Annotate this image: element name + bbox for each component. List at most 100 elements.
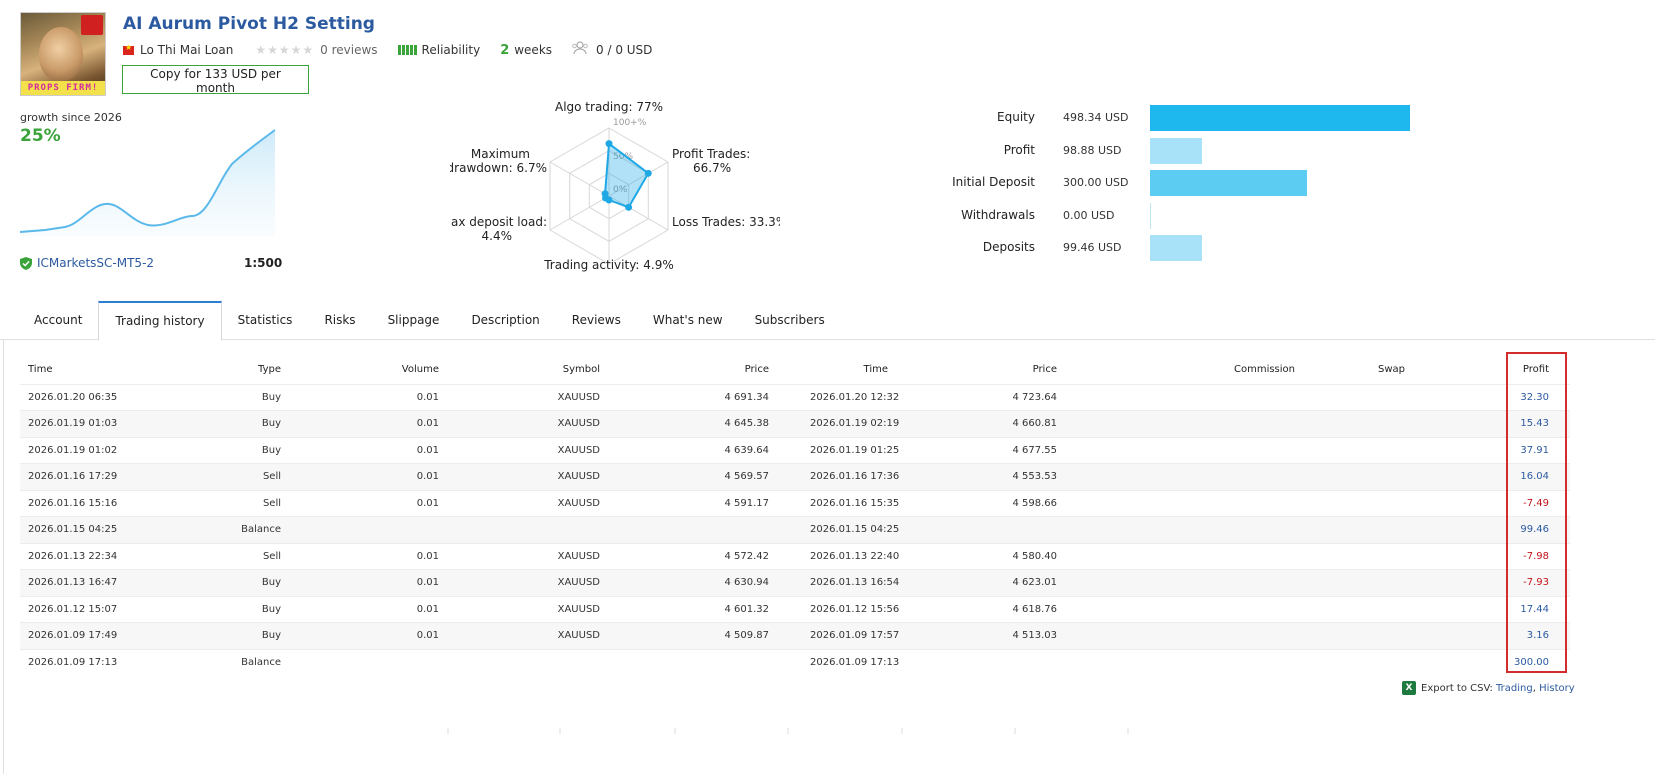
cell-price-close: 4 623.01	[1012, 577, 1057, 588]
cell-price-open: 4 591.17	[724, 497, 769, 509]
table-row[interactable]: 2026.01.16 17:29 Sell 0.01 XAUUSD 4 569.57 20…	[20, 463, 1570, 490]
table-row[interactable]: 2026.01.16 15:16 Sell 0.01 XAUUSD 4 591.17 20…	[20, 489, 1570, 516]
column-header-volume[interactable]: Volume	[401, 364, 439, 375]
tab-statistics[interactable]: Statistics	[237, 313, 293, 327]
export-trading-link[interactable]: Trading	[1496, 682, 1533, 694]
column-header-price-close[interactable]: Price	[1032, 364, 1057, 375]
cell-symbol: XAUUSD	[557, 391, 600, 403]
tab-trading-history[interactable]: Trading history	[98, 301, 222, 341]
cell-price-close: 4 677.55	[1012, 444, 1057, 456]
reviews-count[interactable]: 0 reviews	[320, 43, 378, 57]
cell-symbol: XAUUSD	[557, 550, 600, 562]
radar-scale-50: 50%	[613, 152, 633, 162]
table-row[interactable]: 2026.01.20 06:35 Buy 0.01 XAUUSD 4 691.34 202…	[20, 383, 1570, 410]
tab-slippage[interactable]: Slippage	[387, 313, 440, 327]
signal-title[interactable]: AI Aurum Pivot H2 Setting	[123, 14, 375, 34]
column-header-price-open[interactable]: Price	[744, 364, 769, 375]
radar-label-profit-1: Profit Trades:	[672, 147, 750, 161]
export-label: Export to CSV:	[1421, 682, 1493, 694]
cell-type: Buy	[261, 444, 281, 456]
cell-profit: 17.44	[1520, 603, 1549, 615]
balance-bar-withdrawals[interactable]	[1150, 202, 1151, 229]
radar-label-profit-2: 66.7%	[693, 161, 731, 175]
table-header: Time Type Volume Symbol Price Time Price Commis…	[20, 357, 1570, 384]
broker-name[interactable]: ICMarketsSC-MT5-2	[37, 256, 155, 270]
cell-volume: 0.01	[416, 550, 439, 562]
excel-icon: X	[1402, 681, 1416, 695]
tab-account[interactable]: Account	[34, 313, 83, 327]
cell-time-close: 2026.01.09 17:13	[810, 656, 900, 668]
column-header-time-open[interactable]: Time	[28, 364, 53, 375]
balance-bar-deposits[interactable]	[1150, 235, 1202, 261]
balance-label-deposits: Deposits	[982, 240, 1035, 254]
cell-type: Balance	[241, 524, 281, 535]
table-row[interactable]: 2026.01.09 17:49 Buy 0.01 XAUUSD 4 509.87 202…	[20, 622, 1570, 649]
balance-value-deposits: 99.46 USD	[1063, 241, 1122, 254]
cell-volume: 0.01	[416, 497, 439, 509]
tab-whats-new[interactable]: What's new	[652, 313, 723, 327]
author-name[interactable]: Lo Thi Mai Loan	[140, 43, 234, 57]
cell-volume: 0.01	[416, 577, 439, 588]
cell-time-open: 2026.01.16 17:29	[28, 471, 118, 482]
cell-type: Sell	[262, 550, 281, 562]
export-history-link[interactable]: History	[1539, 682, 1575, 694]
radar-scale-100: 100+%	[613, 118, 647, 128]
column-header-type[interactable]: Type	[258, 364, 281, 375]
cell-volume: 0.01	[416, 391, 439, 403]
weeks-label: weeks	[514, 43, 553, 57]
tab-subscribers[interactable]: Subscribers	[754, 313, 825, 327]
balance-label-equity: Equity	[997, 110, 1035, 124]
export-csv: X Export to CSV: Trading, History	[1402, 681, 1575, 695]
radar-point-profit-trades	[644, 169, 652, 177]
column-header-swap[interactable]: Swap	[1377, 364, 1405, 375]
tab-risks[interactable]: Risks	[324, 313, 356, 327]
leverage: 1:500	[244, 256, 283, 270]
table-body: 2026.01.20 06:35 Buy 0.01 XAUUSD 4 691.34 202…	[20, 383, 1570, 675]
cell-price-close: 4 553.53	[1012, 471, 1057, 482]
table-row[interactable]: 2026.01.12 15:07 Buy 0.01 XAUUSD 4 601.32 202…	[20, 595, 1570, 622]
cell-time-close: 2026.01.19 02:19	[810, 418, 900, 429]
growth-sparkline[interactable]	[20, 126, 280, 236]
cell-type: Balance	[241, 656, 281, 668]
column-header-symbol[interactable]: Symbol	[562, 364, 600, 375]
column-header-commission[interactable]: Commission	[1233, 364, 1295, 375]
table-row[interactable]: 2026.01.19 01:02 Buy 0.01 XAUUSD 4 639.64 202…	[20, 436, 1570, 463]
cell-volume: 0.01	[416, 471, 439, 482]
tab-description[interactable]: Description	[471, 313, 540, 327]
cell-volume: 0.01	[416, 444, 439, 456]
radar-label-drawdown-2: drawdown: 6.7%	[450, 161, 547, 175]
radar-scale-0: 0%	[613, 185, 628, 195]
weeks-count: 2	[500, 42, 510, 58]
table-row[interactable]: 2026.01.15 04:25 Balance 2026.01.15 04:25 9…	[20, 516, 1570, 543]
cell-type: Buy	[261, 418, 281, 429]
cell-profit: -7.98	[1523, 550, 1549, 562]
cell-type: Buy	[261, 630, 281, 641]
table-row[interactable]: 2026.01.19 01:03 Buy 0.01 XAUUSD 4 645.38 202…	[20, 410, 1570, 437]
copy-signal-button[interactable]: Copy for 133 USD per month	[122, 65, 309, 95]
subscribers-funds: 0 / 0 USD	[596, 43, 653, 57]
radar-label-deposit-2: 4.4%	[482, 229, 513, 243]
balance-bar-equity[interactable]	[1150, 105, 1410, 131]
tab-reviews[interactable]: Reviews	[571, 313, 621, 327]
radar-point-algo	[605, 140, 613, 148]
balance-label-initial-deposit: Initial Deposit	[952, 175, 1035, 189]
cell-price-close: 4 598.66	[1012, 497, 1057, 509]
column-header-time-close[interactable]: Time	[863, 364, 888, 375]
author-avatar[interactable]: PROPS FIRM!	[20, 12, 106, 96]
column-header-profit[interactable]: Profit	[1522, 364, 1549, 375]
table-row[interactable]: 2026.01.13 16:47 Buy 0.01 XAUUSD 4 630.94 202…	[20, 569, 1570, 596]
table-row[interactable]: 2026.01.13 22:34 Sell 0.01 XAUUSD 4 572.42 20…	[20, 542, 1570, 569]
balance-bar-initial-deposit[interactable]	[1150, 170, 1307, 196]
balance-bar-profit[interactable]	[1150, 137, 1202, 164]
cell-time-close: 2026.01.16 15:35	[810, 497, 900, 509]
table-row[interactable]: 2026.01.09 17:13 Balance 2026.01.09 17:13 3…	[20, 648, 1570, 675]
cell-time-open: 2026.01.09 17:49	[28, 630, 118, 641]
cell-profit: 99.46	[1520, 524, 1549, 535]
cell-symbol: XAUUSD	[557, 630, 600, 641]
cell-time-open: 2026.01.19 01:02	[28, 444, 118, 456]
cell-time-open: 2026.01.16 15:16	[28, 497, 118, 509]
reliability-bars-icon	[397, 45, 417, 55]
cell-time-close: 2026.01.15 04:25	[810, 524, 900, 535]
cell-price-close: 4 580.40	[1012, 550, 1057, 562]
broker-server[interactable]: ICMarketsSC-MT5-2	[20, 256, 154, 270]
